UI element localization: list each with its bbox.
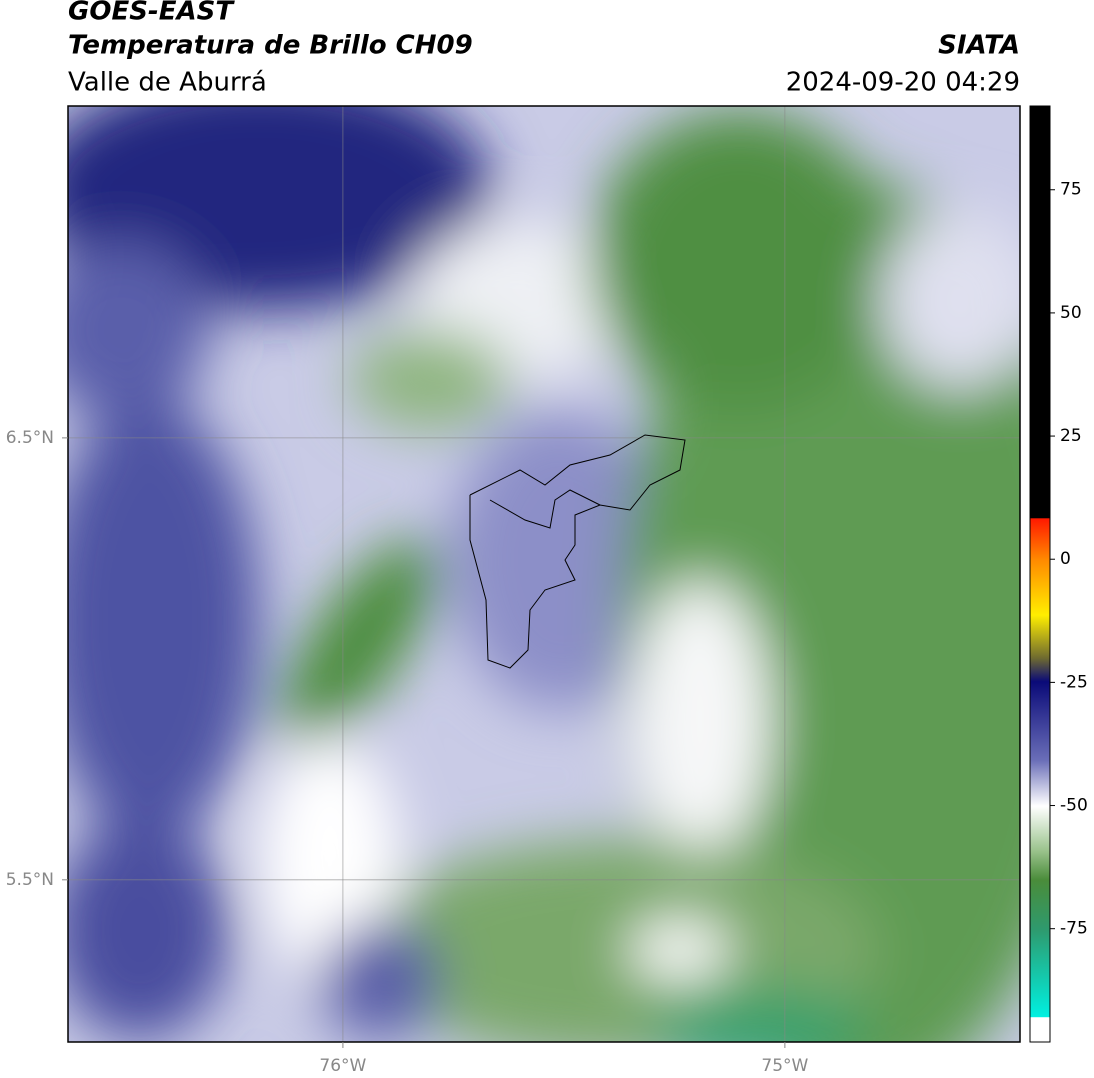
colorbar-tick-label: 75 [1060,180,1082,200]
x-tick-label: 75°W [761,1056,808,1076]
source: SIATA [938,31,1020,61]
satellite-image [68,106,1020,1042]
map-frame [67,105,1021,1043]
y-tick-label: 5.5°N [6,870,54,890]
datetime: 2024-09-20 04:29 [786,68,1020,98]
y-tick-label: 6.5°N [6,428,54,448]
colorbar-tick-label: -75 [1060,919,1088,939]
subtitle: Temperatura de Brillo CH09 [68,31,473,61]
colorbar [1029,105,1051,1043]
municipal-boundaries [469,434,686,669]
colorbar-tick-label: 50 [1060,303,1082,323]
colorbar-tick-label: 0 [1060,549,1071,569]
municipal-boundaries [489,489,601,529]
colorbar-tick-label: 25 [1060,426,1082,446]
colorbar-tick-label: -50 [1060,796,1088,816]
region: Valle de Aburrá [68,68,267,98]
colorbar-tick-label: -25 [1060,672,1088,692]
x-tick-label: 76°W [319,1056,366,1076]
title: GOES-EAST [68,0,235,27]
graticule [68,106,1020,1042]
